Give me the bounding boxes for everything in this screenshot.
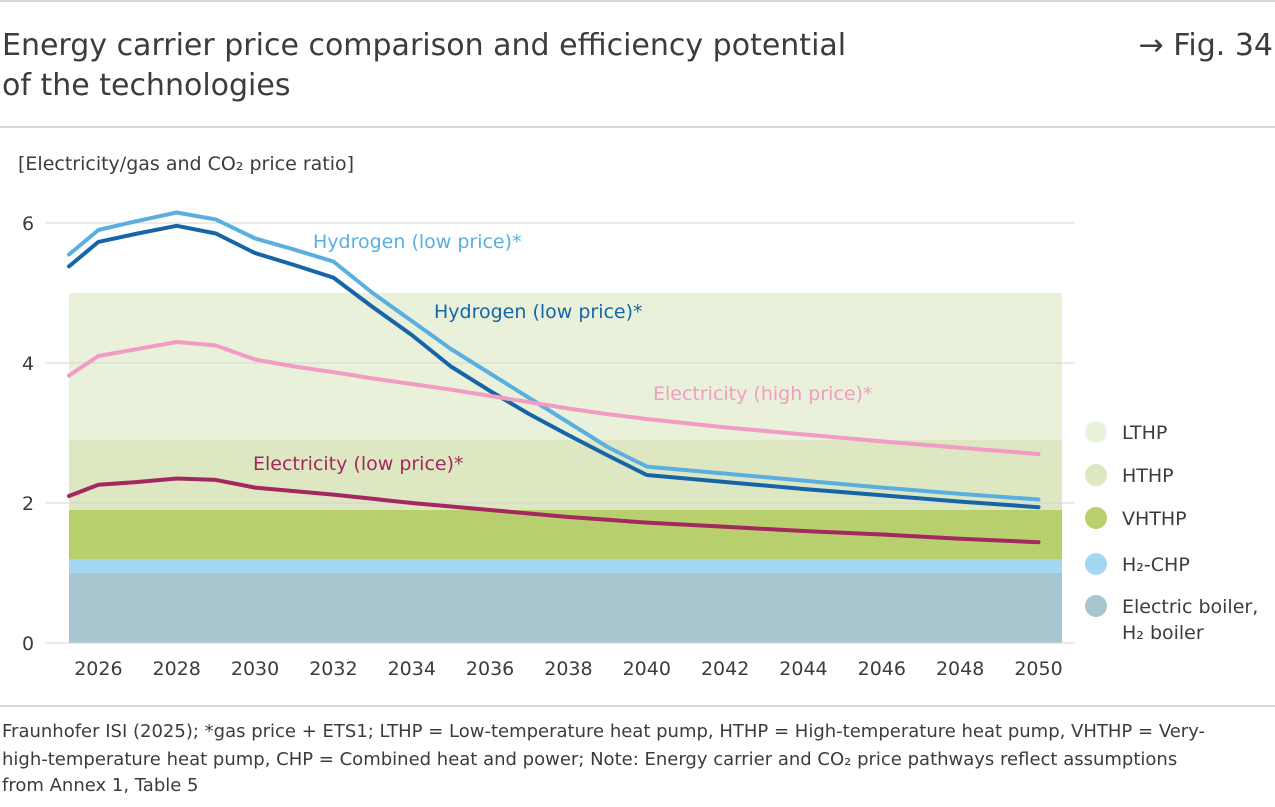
x-tick-label: 2038 (544, 658, 592, 680)
y-tick-label: 4 (22, 353, 34, 375)
legend-label: H₂-CHP (1122, 554, 1190, 576)
x-tick-label: 2030 (231, 658, 279, 680)
legend-marker (1085, 595, 1107, 617)
x-tick-label: 2034 (388, 658, 436, 680)
x-tick-label: 2028 (153, 658, 201, 680)
x-tick-label: 2050 (1014, 658, 1062, 680)
y-tick-label: 2 (22, 493, 34, 515)
band (69, 559, 1062, 573)
series-label: Electricity (high price)* (653, 383, 873, 405)
series-label: Electricity (low price)* (253, 453, 464, 475)
series-line (67, 210, 1041, 502)
legend-label: VHTHP (1122, 508, 1187, 530)
legend-label: HTHP (1122, 465, 1174, 487)
x-tick-label: 2040 (623, 658, 671, 680)
series-line (67, 476, 1041, 545)
source-note: high-temperature heat pump, CHP = Combin… (2, 749, 1177, 770)
legend-label: H₂ boiler (1122, 622, 1204, 644)
band (69, 293, 1062, 440)
x-tick-label: 2026 (74, 658, 122, 680)
chart-title: Energy carrier price comparison and effi… (2, 28, 846, 63)
legend-marker (1085, 553, 1107, 575)
legend-marker (1085, 507, 1107, 529)
legend-marker (1085, 421, 1107, 443)
x-tick-label: 2042 (701, 658, 749, 680)
series-label: Hydrogen (low price)* (434, 301, 643, 323)
series-label: Hydrogen (low price)* (313, 231, 522, 253)
source-note: Fraunhofer ISI (2025); *gas price + ETS1… (2, 721, 1205, 742)
legend-marker (1085, 464, 1107, 486)
x-tick-label: 2044 (779, 658, 827, 680)
legend-label: Electric boiler, (1122, 596, 1258, 618)
figure-ref: → Fig. 34 (1139, 28, 1273, 63)
y-tick-label: 6 (22, 213, 34, 235)
band (69, 573, 1062, 643)
x-tick-label: 2036 (466, 658, 514, 680)
legend-label: LTHP (1122, 422, 1167, 444)
series-line (67, 223, 1041, 510)
chart-title: of the technologies (2, 68, 290, 103)
x-tick-label: 2032 (309, 658, 357, 680)
x-tick-label: 2048 (936, 658, 984, 680)
series-line (67, 340, 1041, 456)
y-tick-label: 0 (22, 633, 34, 655)
y-axis-label: [Electricity/gas and CO₂ price ratio] (18, 153, 354, 175)
source-note: from Annex 1, Table 5 (2, 775, 199, 796)
x-tick-label: 2046 (858, 658, 906, 680)
